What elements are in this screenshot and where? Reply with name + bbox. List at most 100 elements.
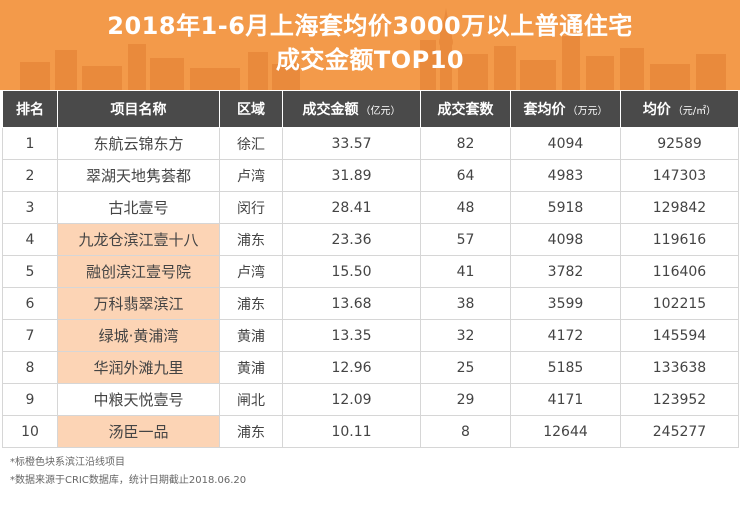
cell-amount-text: 10.11 (331, 423, 372, 440)
cell-units-text: 57 (456, 231, 475, 248)
cell-district-text: 黄浦 (237, 328, 265, 345)
cell-amount: 10.11 (282, 415, 421, 448)
footnote-highlight: *标橙色块系滨江沿线项目 (10, 457, 125, 468)
cell-avg-unit-price-text: 4171 (547, 391, 584, 408)
cell-avg-unit-price-text: 5918 (547, 199, 584, 216)
cell-project-name-text: 古北壹号 (108, 199, 169, 217)
cell-avg-price-text: 145594 (652, 327, 707, 344)
title-banner: 2018年1-6月上海套均价3000万以上普通住宅 成交金额TOP10 (0, 0, 740, 90)
cell-amount: 33.57 (282, 127, 421, 160)
cell-amount-text: 23.36 (331, 231, 372, 248)
cell-rank: 2 (2, 159, 58, 192)
cell-avg-price: 102215 (620, 287, 739, 320)
column-unit-avg-price: （元/㎡） (672, 106, 717, 117)
column-header-units: 成交套数 (420, 90, 511, 128)
cell-project-name-text: 融创滨江壹号院 (85, 263, 191, 281)
cell-district: 闸北 (219, 383, 283, 416)
cell-amount-text: 15.50 (331, 263, 372, 280)
cell-units-text: 32 (456, 327, 475, 344)
cell-rank: 4 (2, 223, 58, 256)
cell-units-text: 41 (456, 263, 475, 280)
cell-avg-price-text: 129842 (652, 199, 707, 216)
column-unit-avg-unit-price: （万元） (567, 106, 608, 117)
cell-units: 8 (420, 415, 511, 448)
table-row: 9 中粮天悦壹号 闸北 12.09 29 4171 123952 (2, 383, 739, 416)
cell-project-name-text: 华润外滩九里 (93, 359, 184, 377)
cell-units-text: 25 (456, 359, 475, 376)
cell-rank: 8 (2, 351, 58, 384)
cell-district: 闵行 (219, 191, 283, 224)
cell-avg-unit-price-text: 4098 (547, 231, 584, 248)
cell-units: 32 (420, 319, 511, 352)
table-row: 1 东航云锦东方 徐汇 33.57 82 4094 92589 (2, 127, 739, 160)
cell-rank-text: 10 (21, 423, 39, 440)
cell-avg-unit-price: 4094 (510, 127, 621, 160)
cell-project-name: 中粮天悦壹号 (57, 383, 220, 416)
cell-district-text: 卢湾 (237, 168, 265, 185)
cell-avg-unit-price-text: 4172 (547, 327, 584, 344)
cell-amount: 28.41 (282, 191, 421, 224)
cell-avg-unit-price-text: 3599 (547, 295, 584, 312)
cell-avg-price: 129842 (620, 191, 739, 224)
cell-units: 25 (420, 351, 511, 384)
cell-district: 卢湾 (219, 159, 283, 192)
cell-avg-price-text: 245277 (652, 423, 707, 440)
cell-project-name-riverside: 九龙仓滨江壹十八 (57, 223, 220, 256)
cell-district-text: 闸北 (237, 392, 265, 409)
cell-project-name-riverside: 融创滨江壹号院 (57, 255, 220, 288)
cell-project-name: 古北壹号 (57, 191, 220, 224)
cell-rank-text: 3 (25, 199, 35, 216)
chart-title-line2: 成交金额TOP10 (275, 46, 465, 74)
cell-units-text: 64 (456, 167, 475, 184)
cell-amount-text: 33.57 (331, 135, 372, 152)
cell-project-name-riverside: 汤臣一品 (57, 415, 220, 448)
cell-project-name-text: 翠湖天地隽荟都 (85, 167, 191, 185)
cell-rank: 9 (2, 383, 58, 416)
cell-avg-price: 119616 (620, 223, 739, 256)
cell-rank-text: 7 (25, 327, 35, 344)
cell-units-text: 48 (456, 199, 475, 216)
cell-avg-unit-price-text: 4094 (547, 135, 584, 152)
cell-district: 徐汇 (219, 127, 283, 160)
cell-district-text: 浦东 (237, 424, 265, 441)
column-header-avg-unit-price: 套均价 （万元） (510, 90, 621, 128)
cell-amount: 13.68 (282, 287, 421, 320)
cell-project-name-text: 九龙仓滨江壹十八 (78, 231, 199, 249)
cell-avg-price-text: 119616 (652, 231, 707, 248)
cell-units: 48 (420, 191, 511, 224)
cell-rank-text: 9 (25, 391, 35, 408)
cell-rank: 5 (2, 255, 58, 288)
cell-avg-unit-price: 4171 (510, 383, 621, 416)
cell-rank: 7 (2, 319, 58, 352)
cell-units-text: 82 (456, 135, 475, 152)
cell-project-name-text: 东航云锦东方 (93, 135, 184, 153)
cell-units: 29 (420, 383, 511, 416)
cell-amount-text: 31.89 (331, 167, 372, 184)
column-header-project: 项目名称 (57, 90, 220, 128)
cell-district-text: 浦东 (237, 232, 265, 249)
table-row: 5 融创滨江壹号院 卢湾 15.50 41 3782 116406 (2, 255, 739, 288)
cell-rank-text: 4 (25, 231, 35, 248)
cell-avg-unit-price: 5185 (510, 351, 621, 384)
cell-district-text: 徐汇 (237, 136, 265, 153)
cell-district-text: 黄浦 (237, 360, 265, 377)
cell-avg-unit-price: 3782 (510, 255, 621, 288)
table-header-row: 排名 项目名称 区域 成交金额 （亿元） 成交套数 套均价 （万元） 均价 （元/㎡） (2, 90, 739, 128)
cell-avg-price-text: 133638 (652, 359, 707, 376)
cell-units: 82 (420, 127, 511, 160)
cell-avg-unit-price-text: 4983 (547, 167, 584, 184)
cell-district: 浦东 (219, 223, 283, 256)
cell-avg-price-text: 92589 (657, 135, 702, 152)
table-row: 3 古北壹号 闵行 28.41 48 5918 129842 (2, 191, 739, 224)
cell-units: 57 (420, 223, 511, 256)
cell-project-name-riverside: 万科翡翠滨江 (57, 287, 220, 320)
cell-district-text: 卢湾 (237, 264, 265, 281)
cell-avg-unit-price: 12644 (510, 415, 621, 448)
cell-units: 64 (420, 159, 511, 192)
column-header-district: 区域 (219, 90, 283, 128)
column-unit-amount: （亿元） (360, 106, 401, 117)
cell-amount-text: 12.09 (331, 391, 372, 408)
cell-rank: 6 (2, 287, 58, 320)
cell-avg-unit-price-text: 3782 (547, 263, 584, 280)
table-body: 1 东航云锦东方 徐汇 33.57 82 4094 92589 2 翠湖天地隽荟都 卢湾 31.89… (2, 127, 739, 448)
